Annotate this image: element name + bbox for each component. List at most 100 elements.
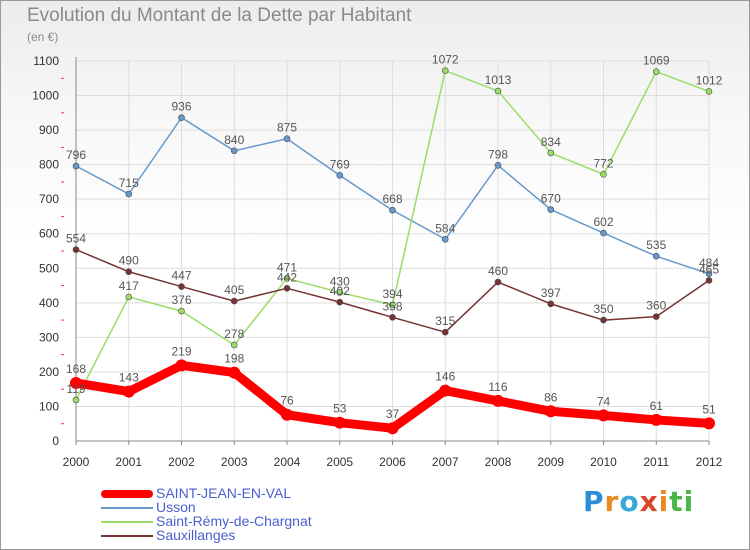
y-tick-label: 100 bbox=[39, 399, 59, 413]
data-point bbox=[600, 229, 607, 237]
x-tick-label: 2007 bbox=[432, 455, 459, 469]
legend-label: SAINT-JEAN-EN-VAL bbox=[156, 485, 292, 501]
data-label: 146 bbox=[435, 370, 455, 384]
data-label: 1069 bbox=[643, 54, 670, 68]
data-point bbox=[230, 147, 238, 155]
logo-letter: P bbox=[583, 485, 605, 518]
data-label: 715 bbox=[119, 176, 139, 190]
data-label: 61 bbox=[650, 399, 664, 413]
data-label: 417 bbox=[119, 279, 139, 293]
data-point bbox=[652, 252, 660, 260]
data-point bbox=[650, 413, 663, 426]
y-tick-label: 0 bbox=[52, 434, 59, 448]
y-tick-label: 700 bbox=[39, 192, 59, 206]
x-tick-label: 2004 bbox=[274, 455, 301, 469]
data-point bbox=[494, 162, 502, 169]
data-point bbox=[439, 384, 452, 397]
data-point bbox=[547, 149, 555, 157]
x-tick-label: 2011 bbox=[643, 455, 669, 469]
legend-label: Usson bbox=[156, 499, 196, 515]
data-label: 772 bbox=[593, 156, 613, 170]
data-label: 936 bbox=[171, 100, 191, 114]
x-tick-label: 2008 bbox=[485, 455, 512, 469]
axes: 0 100 200 300 400 500 600 700 800 900 1000 1100 2000… bbox=[32, 54, 722, 469]
data-label: 37 bbox=[386, 407, 400, 421]
data-point bbox=[175, 359, 188, 372]
data-label: 875 bbox=[277, 121, 297, 135]
y-tick-label: 1100 bbox=[33, 54, 59, 68]
data-label: 74 bbox=[597, 394, 611, 408]
data-point bbox=[230, 297, 238, 305]
logo-letter: i bbox=[683, 485, 695, 518]
data-point bbox=[494, 87, 502, 95]
data-label: 315 bbox=[435, 314, 455, 328]
data-label: 668 bbox=[382, 192, 402, 206]
y-tick-label: 1000 bbox=[32, 89, 59, 103]
chart-title: Evolution du Montant de la Dette par Hab… bbox=[27, 5, 412, 26]
legend-swatch bbox=[101, 490, 153, 498]
data-label: 278 bbox=[224, 327, 244, 341]
data-point bbox=[705, 270, 713, 278]
data-label: 796 bbox=[66, 148, 86, 162]
data-point bbox=[72, 246, 80, 253]
series-sauxillanges bbox=[72, 246, 713, 336]
data-point bbox=[72, 396, 80, 404]
data-label: 168 bbox=[66, 362, 86, 376]
grid bbox=[75, 60, 710, 442]
data-point bbox=[547, 300, 555, 308]
data-point bbox=[597, 409, 610, 422]
data-point bbox=[336, 172, 344, 179]
data-point bbox=[652, 68, 660, 76]
x-tick-label: 2003 bbox=[221, 455, 248, 469]
data-point bbox=[703, 417, 715, 430]
y-tick-label: 800 bbox=[39, 158, 59, 172]
data-point bbox=[547, 206, 555, 213]
legend-swatch bbox=[101, 507, 153, 509]
legend-swatch bbox=[101, 521, 153, 523]
data-label: 834 bbox=[541, 135, 561, 149]
data-label: 430 bbox=[330, 274, 350, 288]
data-point bbox=[336, 298, 344, 306]
x-tick-label: 2002 bbox=[168, 455, 195, 469]
data-label: 198 bbox=[224, 352, 244, 366]
data-point bbox=[125, 293, 133, 301]
data-label: 219 bbox=[171, 344, 191, 358]
data-point bbox=[389, 301, 396, 309]
logo-letter: i bbox=[658, 485, 670, 518]
x-tick-label: 2010 bbox=[590, 455, 617, 469]
data-label: 602 bbox=[593, 215, 613, 229]
data-point bbox=[283, 135, 291, 143]
data-label: 769 bbox=[330, 157, 350, 171]
data-point bbox=[386, 422, 399, 435]
data-point bbox=[600, 171, 607, 178]
data-point bbox=[544, 405, 557, 418]
data-point bbox=[230, 341, 238, 349]
data-point bbox=[178, 114, 185, 121]
data-point bbox=[283, 274, 291, 282]
x-tick-label: 2001 bbox=[115, 455, 142, 469]
unit-label: (en €) bbox=[27, 30, 59, 44]
data-label: 360 bbox=[646, 299, 666, 313]
data-label: 358 bbox=[382, 299, 402, 313]
legend-label: Saint-Rémy-de-Chargnat bbox=[156, 513, 312, 529]
legend-label: Sauxillanges bbox=[156, 527, 236, 543]
data-label: 442 bbox=[277, 270, 297, 284]
data-label: 535 bbox=[646, 238, 666, 252]
series-saint-jean-en-val bbox=[70, 359, 715, 435]
legend-swatch bbox=[101, 535, 153, 537]
data-label: 394 bbox=[382, 287, 402, 301]
series-usson bbox=[72, 114, 713, 278]
y-tick-label: 600 bbox=[39, 227, 59, 241]
data-point bbox=[705, 277, 713, 284]
data-point bbox=[333, 416, 346, 429]
logo-letter: o bbox=[619, 485, 640, 518]
data-point bbox=[125, 268, 133, 276]
x-tick-label: 2009 bbox=[537, 455, 564, 469]
data-point bbox=[281, 408, 293, 421]
x-tick-label: 2006 bbox=[379, 455, 406, 469]
y-tick-label: 300 bbox=[39, 330, 59, 344]
data-point bbox=[441, 328, 449, 336]
data-label: 116 bbox=[488, 380, 507, 394]
data-label: 119 bbox=[66, 382, 85, 396]
data-point bbox=[705, 88, 713, 95]
